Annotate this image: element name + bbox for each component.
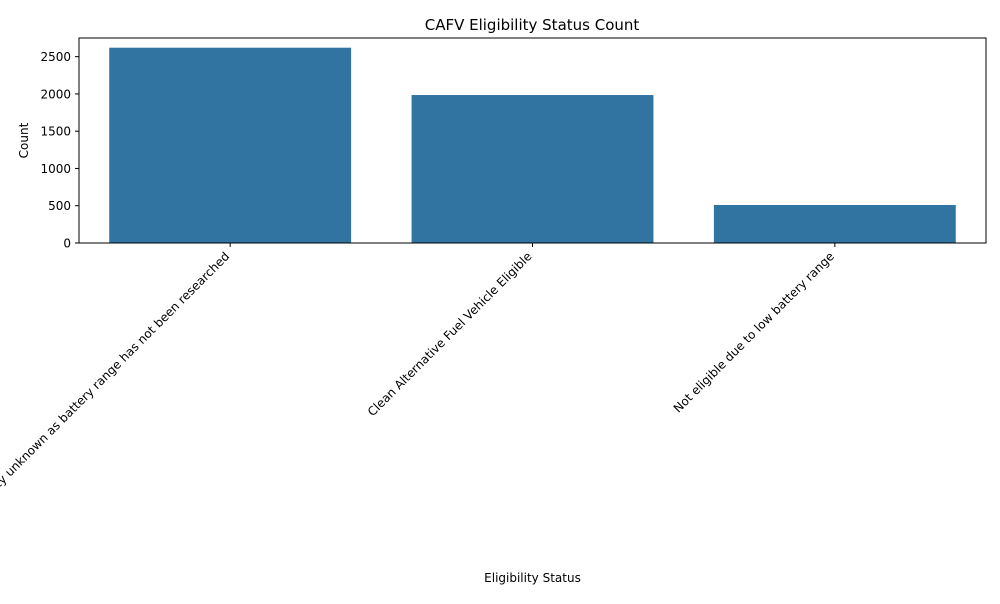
- bars: [109, 47, 956, 243]
- plot-frame: [78, 37, 987, 244]
- y-axis-label: Count: [17, 122, 31, 158]
- chart-title: CAFV Eligibility Status Count: [425, 16, 640, 34]
- y-tick-label: 2000: [40, 87, 71, 101]
- y-tick-label: 1500: [40, 125, 71, 139]
- y-tick-label: 1000: [40, 162, 71, 176]
- y-tick-label: 2500: [40, 50, 71, 64]
- bar: [411, 95, 654, 243]
- x-axis-label: Eligibility Status: [484, 571, 581, 585]
- bar: [109, 47, 352, 243]
- bar: [713, 204, 956, 243]
- y-tick-label: 500: [48, 199, 71, 213]
- y-tick-label: 0: [63, 237, 71, 251]
- y-axis: 0 500 1000 1500 2000 2500: [40, 50, 79, 251]
